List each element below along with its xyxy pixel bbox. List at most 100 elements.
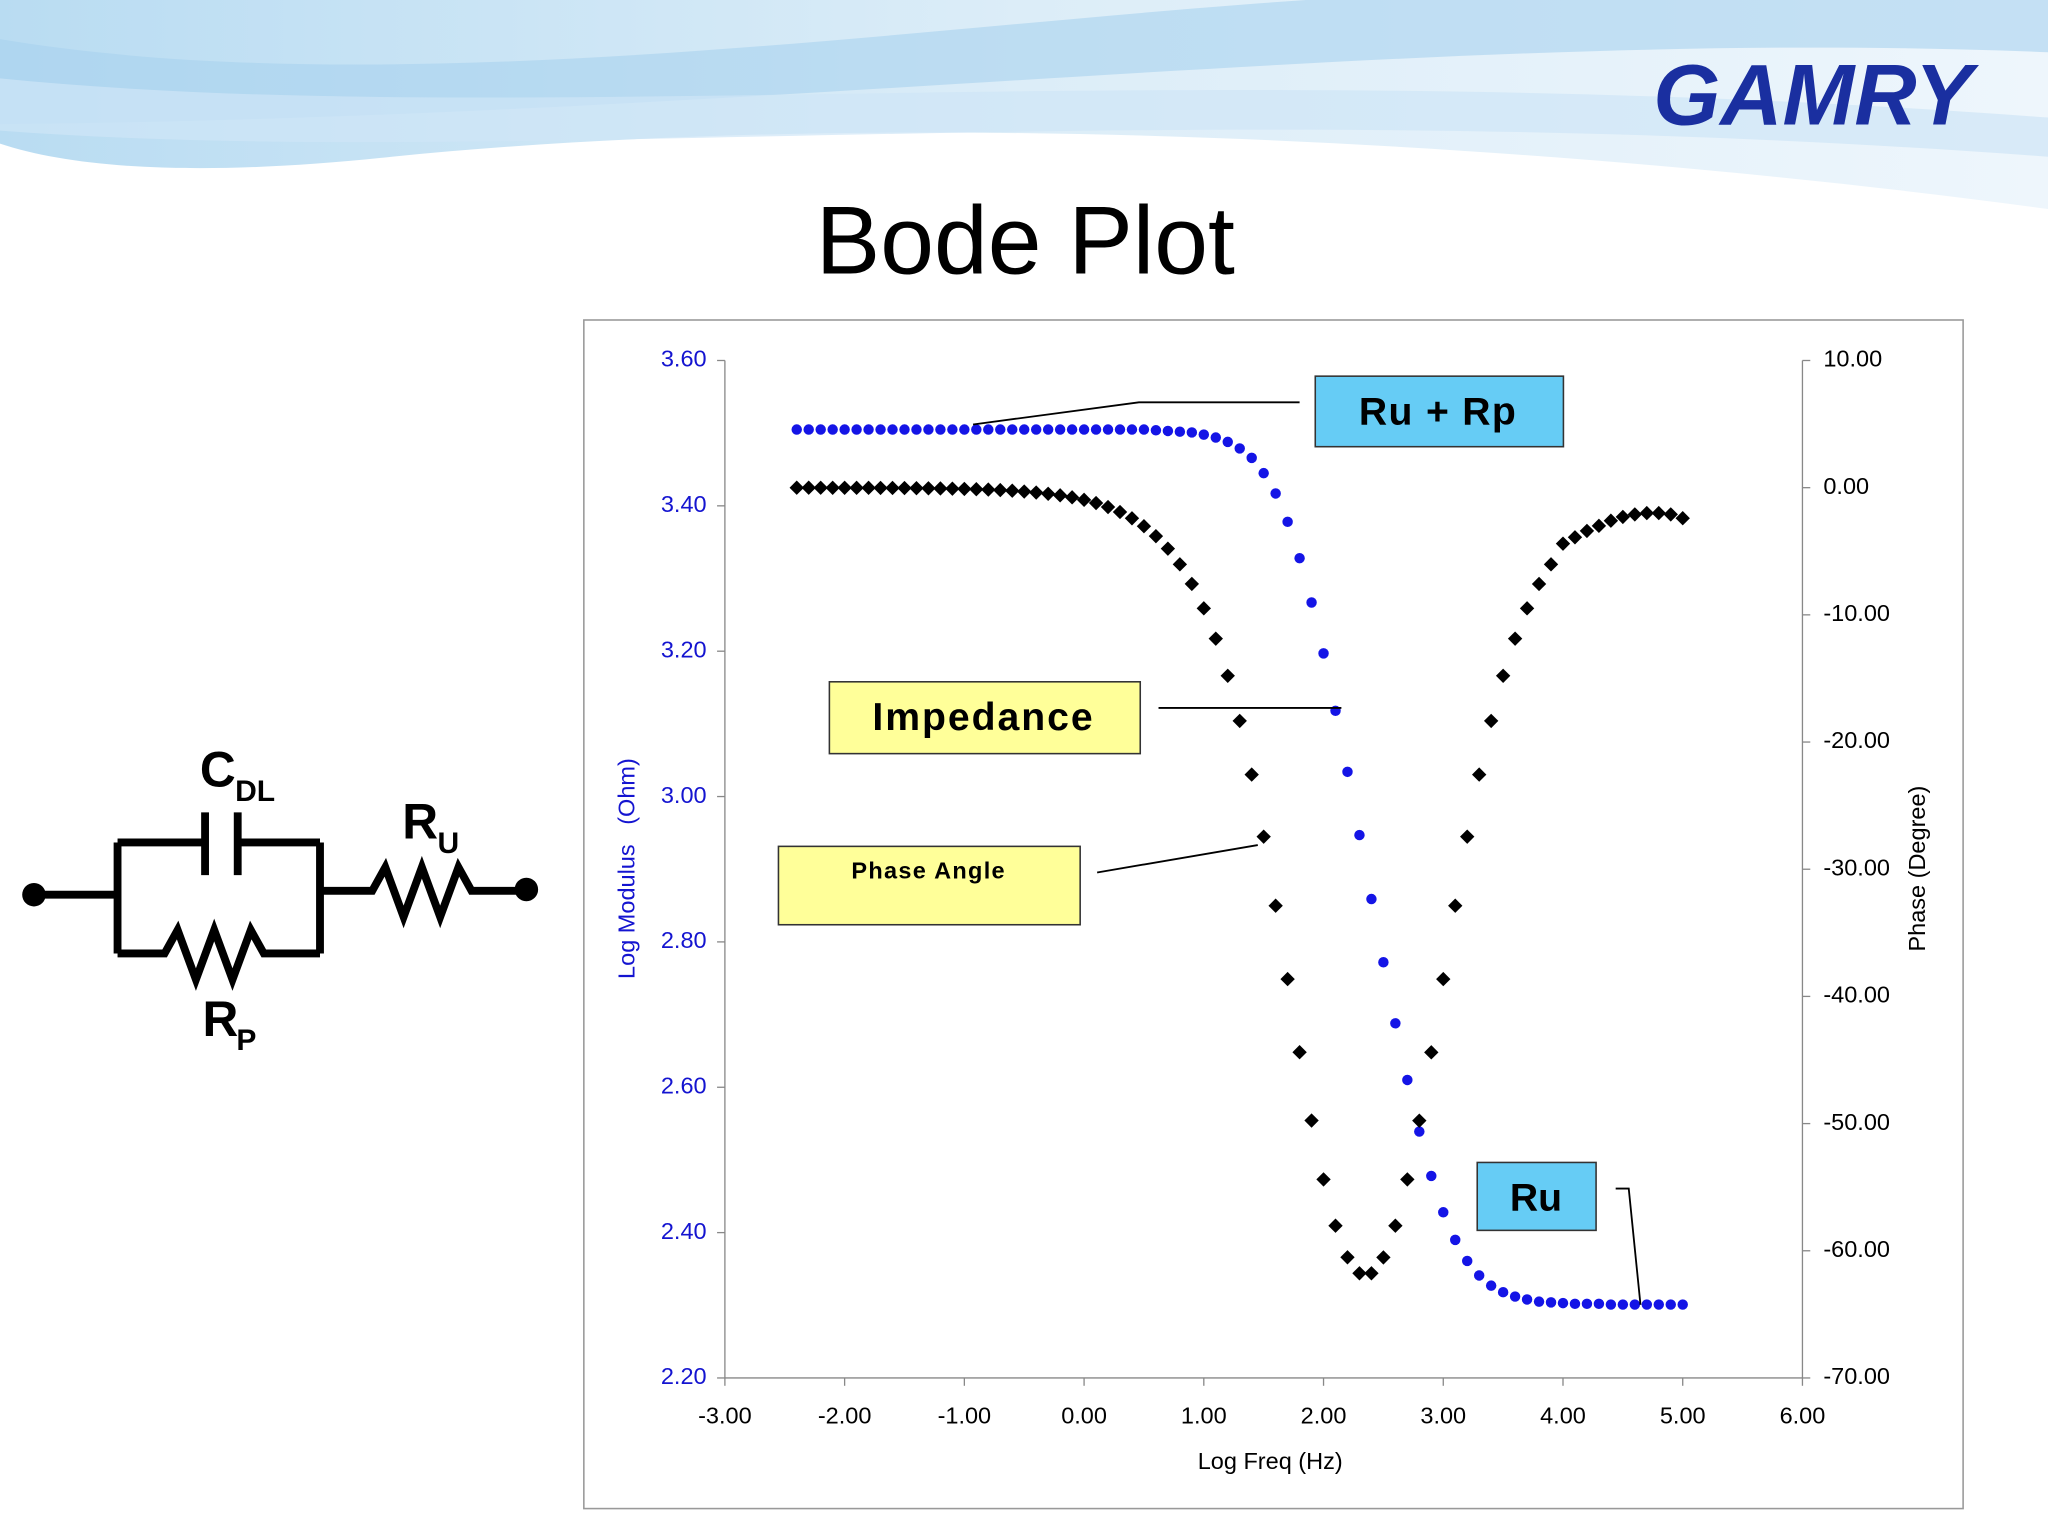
impedance-point (1390, 1018, 1401, 1029)
y2-tick-label: -30.00 (1823, 854, 1890, 880)
phase-point (1639, 505, 1654, 521)
impedance-point (1318, 648, 1329, 659)
impedance-point (1306, 597, 1317, 608)
logo: GAMRY (1653, 48, 1979, 144)
y-axis-title: Log Modulus (Ohm) (613, 758, 639, 979)
impedance-point (1018, 424, 1030, 435)
x-axis-title: Log Freq (Hz) (1198, 1448, 1343, 1474)
impedance-point (1677, 1299, 1688, 1310)
capacitor-subscript: DL (235, 775, 275, 808)
resistor-u-label: R (402, 794, 438, 850)
impedance-point (863, 424, 874, 435)
phase-point (945, 481, 960, 496)
impedance-point (995, 424, 1006, 435)
phase-point (1064, 490, 1080, 505)
phase-point (1663, 507, 1678, 522)
impedance-point (947, 424, 958, 435)
capacitor-label: C (200, 741, 236, 797)
y-tick-label: 3.40 (661, 491, 707, 517)
x-tick-label: 5.00 (1660, 1402, 1706, 1428)
impedance-point (1414, 1126, 1425, 1137)
impedance-point (1641, 1299, 1653, 1310)
impedance-point (1102, 424, 1114, 435)
callouts: Ru + Rp Impedance Phase Angle Ru (777, 375, 1642, 1305)
phase-point (1112, 504, 1128, 520)
impedance-point (815, 424, 826, 435)
phase-point (1436, 971, 1451, 987)
impedance-point (1557, 1297, 1569, 1309)
impedance-point (1653, 1299, 1664, 1310)
impedance-point (1162, 425, 1174, 437)
impedance-point (1030, 424, 1042, 435)
y2-tick-label: -20.00 (1823, 727, 1890, 753)
phase-point (801, 480, 816, 495)
impedance-point (1617, 1299, 1629, 1310)
phase-point (1531, 576, 1547, 592)
slide-title: Bode Plot (816, 188, 1235, 295)
phase-point (1675, 511, 1690, 526)
phase-point (1208, 631, 1223, 646)
phase-point (1519, 601, 1535, 616)
phase-point (1184, 576, 1200, 592)
impedance-point (1402, 1074, 1413, 1086)
annotation-phase-angle: Phase Angle (851, 858, 1006, 884)
impedance-point (1438, 1207, 1449, 1218)
phase-point (957, 481, 972, 497)
phase-point (1005, 483, 1020, 498)
annotation-ru-rp: Ru + Rp (1359, 390, 1517, 433)
impedance-point (851, 424, 862, 435)
phase-point (825, 480, 840, 495)
impedance-point (1378, 957, 1389, 968)
phase-point (1160, 541, 1176, 556)
phase-point (1627, 507, 1643, 522)
impedance-point (911, 424, 922, 435)
y-tick-label: 2.60 (661, 1072, 707, 1098)
y-tick-label: 2.20 (661, 1363, 707, 1389)
phase-point (1460, 829, 1475, 844)
impedance-point (935, 424, 946, 435)
phase-point (1579, 523, 1595, 539)
impedance-point (1054, 424, 1066, 435)
impedance-point (899, 424, 910, 435)
x-tick-label: 2.00 (1301, 1402, 1347, 1428)
impedance-point (1354, 829, 1365, 841)
impedance-point (1174, 426, 1186, 437)
phase-point (1472, 767, 1487, 782)
impedance-point (1426, 1170, 1437, 1182)
impedance-point (1138, 424, 1150, 435)
phase-point (849, 480, 864, 496)
x-tick-label: 4.00 (1540, 1402, 1586, 1428)
impedance-point (1114, 424, 1126, 435)
phase-point (933, 481, 948, 496)
impedance-point (1126, 424, 1138, 435)
y-tick-label: 3.20 (661, 636, 707, 662)
phase-point (1088, 495, 1104, 511)
phase-point (813, 480, 828, 495)
impedance-point (1282, 516, 1293, 528)
impedance-point (1186, 427, 1198, 438)
y-tick-label: 3.00 (661, 782, 707, 808)
phase-point (1400, 1172, 1415, 1187)
phase-point (1136, 519, 1152, 534)
impedance-point (1270, 488, 1281, 499)
impedance-point (791, 424, 802, 435)
background-swoosh (0, 0, 2048, 209)
impedance-point (1007, 424, 1018, 435)
y2-tick-label: -50.00 (1823, 1109, 1890, 1135)
phase-point (1567, 530, 1583, 545)
phase-point (981, 482, 996, 497)
impedance-point (839, 424, 850, 435)
impedance-point (1593, 1298, 1605, 1310)
impedance-point (1042, 424, 1054, 435)
impedance-point (1545, 1297, 1557, 1308)
impedance-point (1497, 1286, 1509, 1298)
impedance-point (959, 424, 970, 435)
y-tick-label: 2.80 (661, 927, 707, 953)
phase-point (1017, 484, 1032, 499)
impedance-point (1366, 893, 1377, 905)
impedance-point (887, 424, 898, 435)
y-tick-label: 2.40 (661, 1218, 707, 1244)
impedance-point (1473, 1270, 1485, 1281)
impedance-point (1222, 436, 1233, 448)
